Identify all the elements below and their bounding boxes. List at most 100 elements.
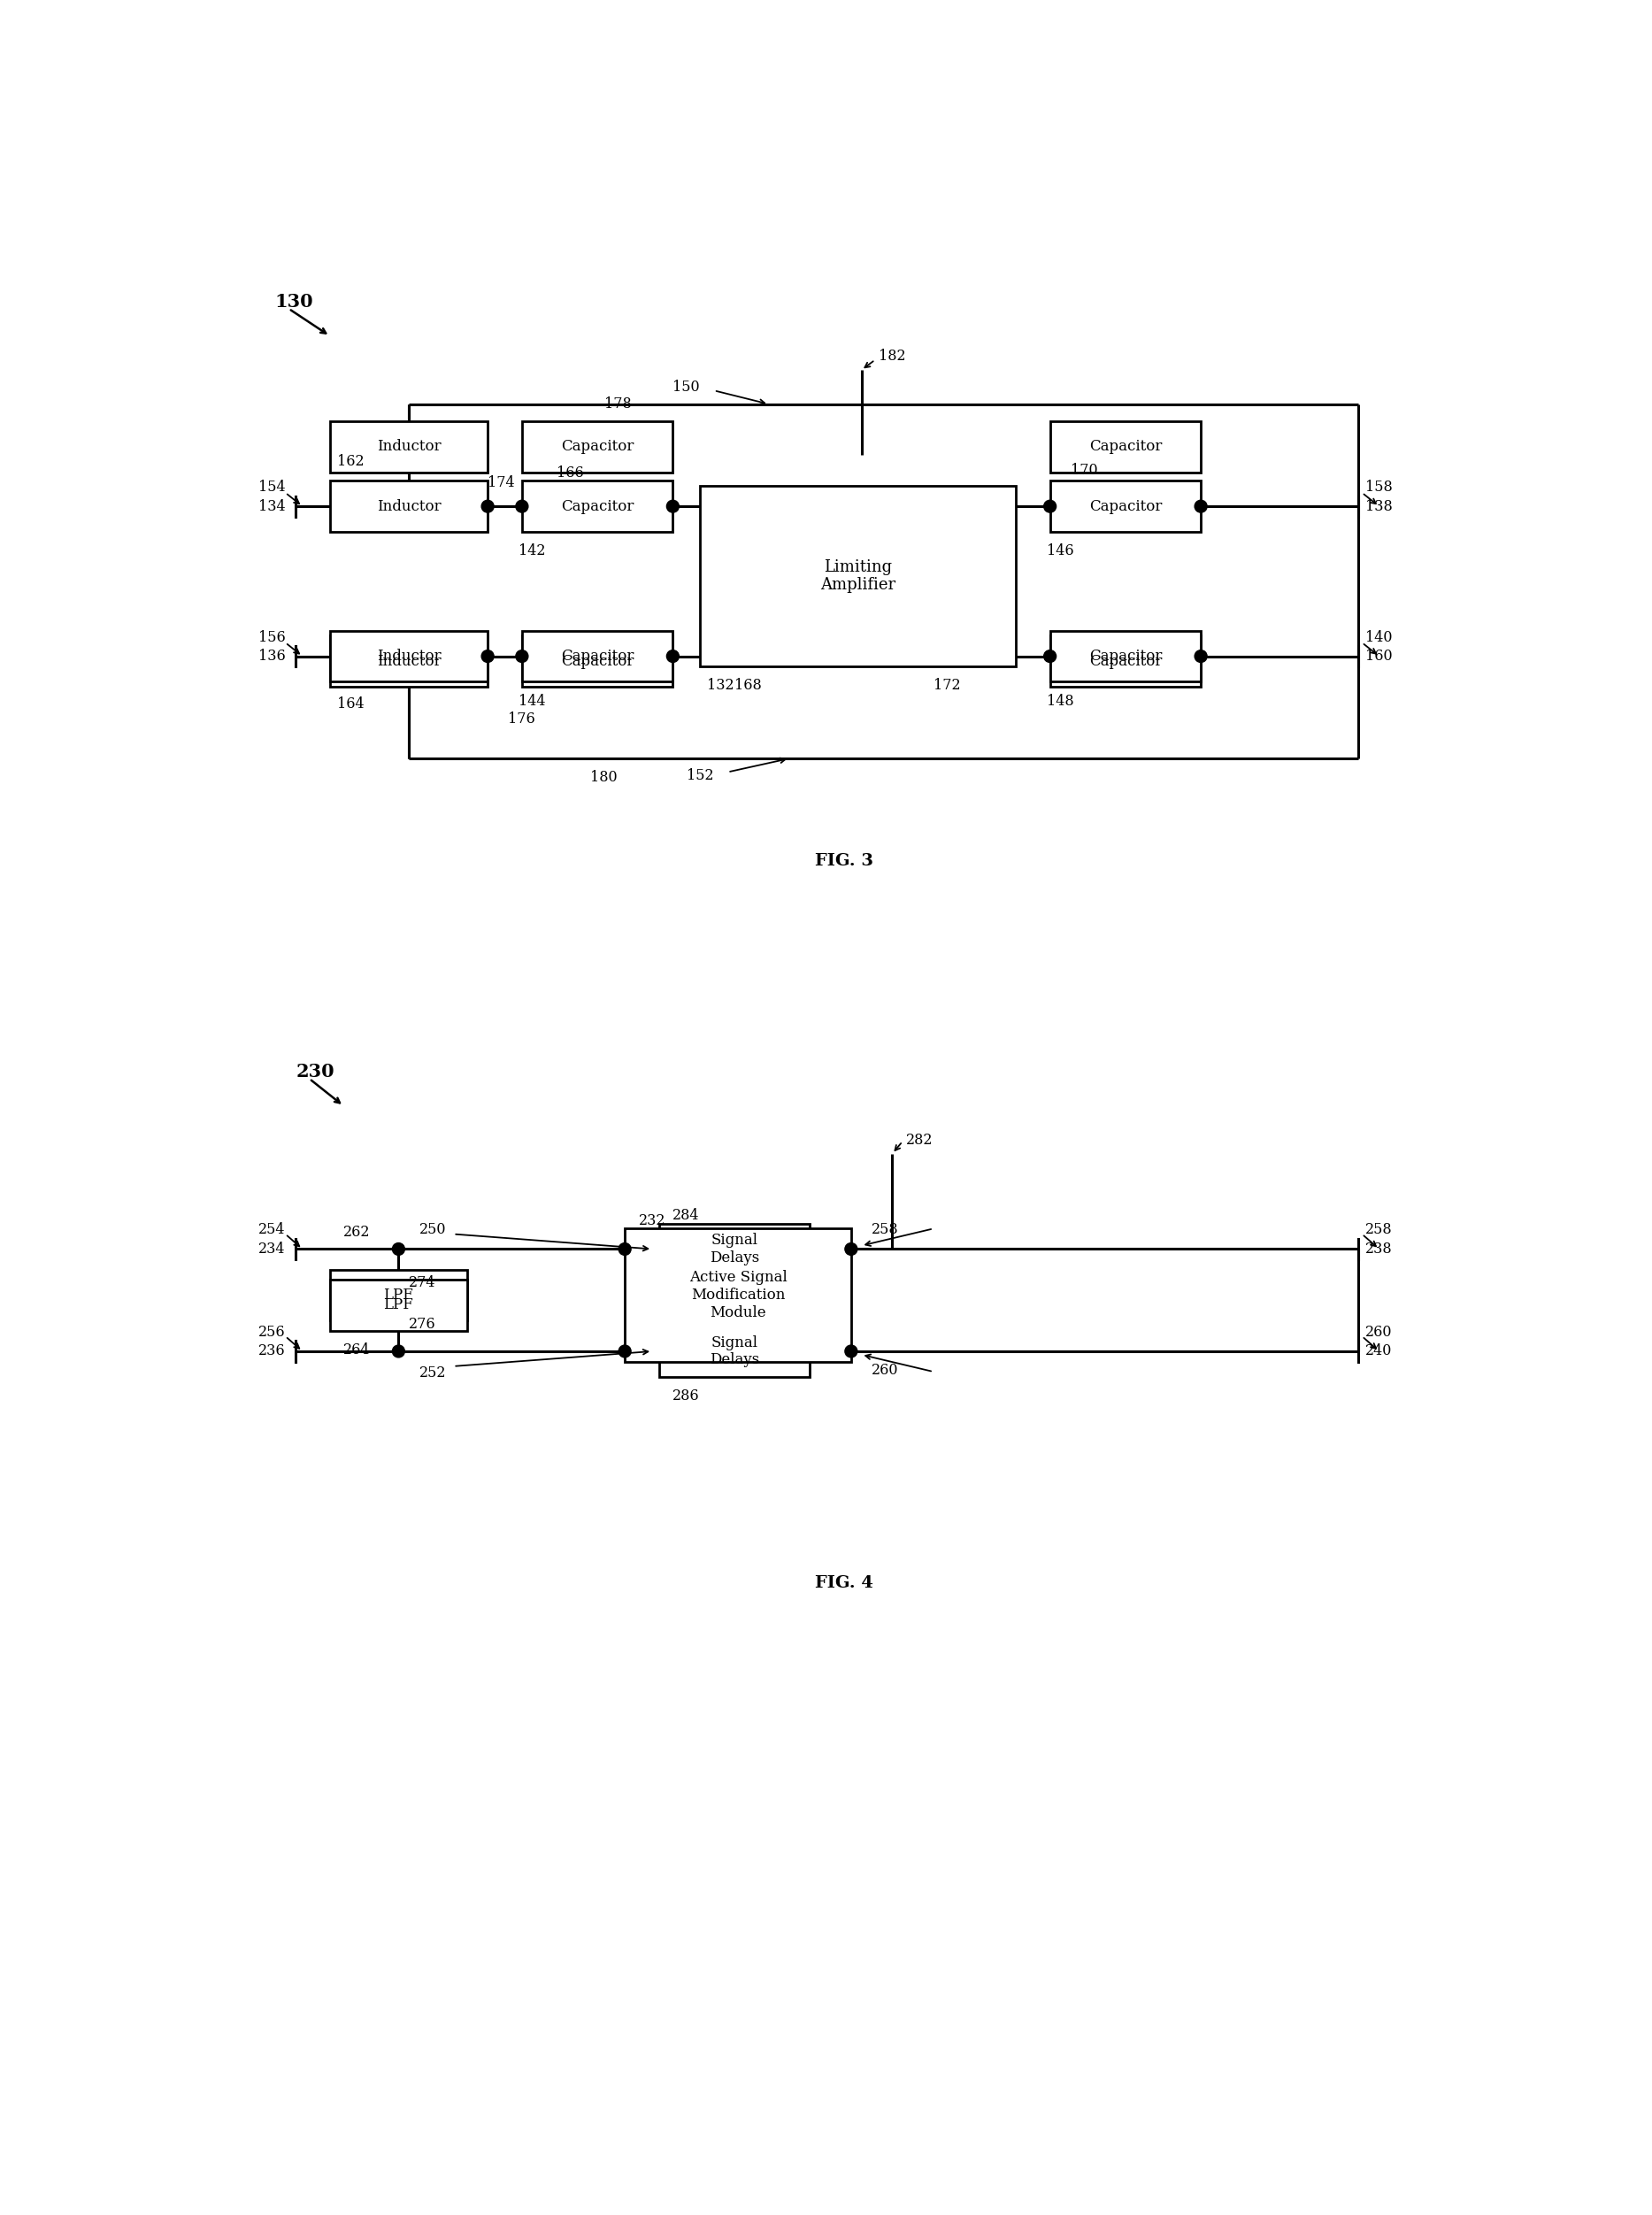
- Circle shape: [392, 1243, 405, 1256]
- Text: 282: 282: [905, 1132, 933, 1147]
- Bar: [330, 481, 487, 532]
- Text: 172: 172: [933, 678, 960, 693]
- Circle shape: [618, 1243, 631, 1256]
- Text: Capacitor: Capacitor: [562, 439, 634, 454]
- Text: 264: 264: [344, 1342, 370, 1358]
- Text: 146: 146: [1047, 543, 1074, 558]
- Text: 174: 174: [487, 474, 515, 490]
- Text: 138: 138: [1366, 498, 1393, 514]
- Bar: [1051, 481, 1201, 532]
- Text: 140: 140: [1366, 629, 1393, 645]
- Text: 166: 166: [557, 465, 583, 481]
- Text: 136: 136: [258, 649, 286, 664]
- Text: 130: 130: [276, 292, 314, 310]
- Bar: [330, 636, 487, 687]
- Circle shape: [618, 1345, 631, 1358]
- Bar: [522, 631, 672, 682]
- Bar: [659, 1327, 809, 1378]
- Bar: [1051, 631, 1201, 682]
- Text: 274: 274: [408, 1276, 436, 1291]
- Text: 236: 236: [258, 1345, 286, 1358]
- Text: Signal
Delays: Signal Delays: [710, 1234, 760, 1265]
- Circle shape: [392, 1345, 405, 1358]
- Text: 182: 182: [879, 350, 905, 363]
- Text: 158: 158: [1366, 481, 1393, 494]
- Bar: [659, 1223, 809, 1274]
- Text: 276: 276: [408, 1316, 436, 1331]
- Text: 252: 252: [420, 1367, 446, 1380]
- Text: Capacitor: Capacitor: [1089, 653, 1161, 669]
- Text: LPF: LPF: [383, 1298, 413, 1313]
- Text: 156: 156: [258, 629, 286, 645]
- Text: 144: 144: [519, 693, 545, 709]
- Text: 142: 142: [519, 543, 545, 558]
- Text: Inductor: Inductor: [377, 498, 441, 514]
- Text: 256: 256: [258, 1325, 286, 1340]
- Text: 238: 238: [1366, 1243, 1393, 1256]
- Circle shape: [481, 501, 494, 512]
- Text: 164: 164: [337, 696, 363, 711]
- Text: 262: 262: [344, 1225, 370, 1240]
- Text: 234: 234: [258, 1243, 284, 1256]
- Text: 150: 150: [672, 379, 700, 394]
- Text: 240: 240: [1366, 1345, 1393, 1358]
- Text: 132: 132: [707, 678, 733, 693]
- Text: 152: 152: [687, 769, 714, 784]
- Text: Limiting
Amplifier: Limiting Amplifier: [821, 558, 895, 594]
- Circle shape: [1044, 501, 1056, 512]
- Text: 176: 176: [509, 711, 535, 727]
- Text: Capacitor: Capacitor: [1089, 439, 1161, 454]
- Text: 170: 170: [1070, 463, 1097, 478]
- Text: Inductor: Inductor: [377, 439, 441, 454]
- Text: FIG. 4: FIG. 4: [814, 1575, 874, 1590]
- Text: 258: 258: [1366, 1223, 1393, 1238]
- Circle shape: [481, 651, 494, 662]
- Circle shape: [515, 501, 529, 512]
- Text: 230: 230: [296, 1063, 334, 1081]
- Text: 232: 232: [639, 1214, 666, 1227]
- Text: Capacitor: Capacitor: [1089, 649, 1161, 664]
- Bar: [330, 1280, 468, 1331]
- Bar: [522, 421, 672, 472]
- Circle shape: [1194, 651, 1208, 662]
- Circle shape: [844, 1243, 857, 1256]
- Text: Capacitor: Capacitor: [562, 653, 634, 669]
- Text: FIG. 3: FIG. 3: [814, 853, 874, 868]
- Text: 260: 260: [872, 1362, 899, 1378]
- Text: Capacitor: Capacitor: [1089, 498, 1161, 514]
- Text: Capacitor: Capacitor: [562, 649, 634, 664]
- Bar: [700, 485, 1016, 667]
- Text: 180: 180: [590, 771, 618, 784]
- Text: 286: 286: [672, 1389, 700, 1404]
- Text: 258: 258: [872, 1223, 899, 1238]
- Text: 162: 162: [337, 454, 363, 470]
- Text: 160: 160: [1366, 649, 1393, 664]
- Text: 260: 260: [1366, 1325, 1393, 1340]
- Text: 154: 154: [258, 481, 286, 494]
- Text: 134: 134: [258, 498, 286, 514]
- Text: 178: 178: [605, 396, 631, 412]
- Text: 254: 254: [258, 1223, 284, 1238]
- Circle shape: [667, 501, 679, 512]
- Bar: [624, 1229, 851, 1362]
- Text: 148: 148: [1047, 693, 1074, 709]
- Text: Capacitor: Capacitor: [562, 498, 634, 514]
- Text: 168: 168: [735, 678, 762, 693]
- Text: Inductor: Inductor: [377, 649, 441, 664]
- Bar: [522, 636, 672, 687]
- Text: Signal
Delays: Signal Delays: [710, 1336, 760, 1367]
- Circle shape: [844, 1345, 857, 1358]
- Bar: [330, 421, 487, 472]
- Bar: [1051, 421, 1201, 472]
- Text: 250: 250: [420, 1223, 446, 1238]
- Circle shape: [1044, 651, 1056, 662]
- Text: Active Signal
Modification
Module: Active Signal Modification Module: [689, 1269, 786, 1320]
- Bar: [330, 1269, 468, 1320]
- Circle shape: [1194, 501, 1208, 512]
- Bar: [522, 481, 672, 532]
- Circle shape: [515, 651, 529, 662]
- Bar: [330, 631, 487, 682]
- Bar: [1051, 636, 1201, 687]
- Text: LPF: LPF: [383, 1287, 413, 1302]
- Text: Inductor: Inductor: [377, 653, 441, 669]
